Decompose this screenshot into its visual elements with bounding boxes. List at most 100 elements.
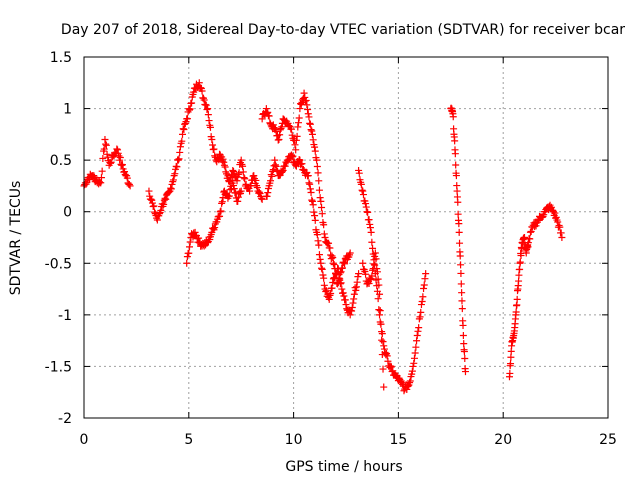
data-point xyxy=(455,220,463,228)
data-point xyxy=(457,280,465,288)
data-point xyxy=(325,295,333,303)
data-point xyxy=(118,161,126,169)
data-point xyxy=(289,152,297,160)
x-tick-label: 10 xyxy=(285,432,303,448)
data-point xyxy=(506,369,514,377)
data-point xyxy=(297,100,305,108)
data-point xyxy=(408,367,416,375)
data-point xyxy=(336,280,344,288)
data-point xyxy=(550,208,558,216)
data-point xyxy=(458,297,466,305)
data-point xyxy=(348,307,356,315)
data-point xyxy=(225,192,233,200)
data-point xyxy=(306,180,314,188)
data-point xyxy=(340,292,348,300)
data-point xyxy=(98,167,106,175)
data-point xyxy=(366,275,374,283)
data-point xyxy=(301,93,309,101)
data-point xyxy=(281,162,289,170)
data-point xyxy=(198,87,206,95)
data-point xyxy=(524,239,532,247)
data-point xyxy=(276,131,284,139)
data-point xyxy=(102,141,110,149)
data-point xyxy=(300,89,308,97)
data-point xyxy=(346,311,354,319)
data-point xyxy=(367,228,375,236)
data-point xyxy=(376,311,384,319)
data-point xyxy=(200,96,208,104)
data-point xyxy=(246,187,254,195)
data-point xyxy=(305,179,313,187)
data-point xyxy=(412,343,420,351)
data-point xyxy=(97,174,105,182)
chart-title: Day 207 of 2018, Sidereal Day-to-day VTE… xyxy=(61,22,625,38)
data-point xyxy=(413,337,421,345)
data-point xyxy=(547,203,555,211)
data-point xyxy=(526,235,534,243)
data-point xyxy=(226,186,234,194)
data-point xyxy=(221,163,229,171)
data-point xyxy=(229,177,237,185)
data-point xyxy=(185,243,193,251)
data-point xyxy=(167,185,175,193)
data-point xyxy=(176,148,184,156)
data-point xyxy=(531,223,539,231)
data-point xyxy=(353,278,361,286)
data-point xyxy=(409,362,417,370)
data-point xyxy=(352,286,360,294)
data-point xyxy=(264,108,272,116)
data-point xyxy=(272,162,280,170)
plot-border xyxy=(83,56,609,419)
x-axis-label: GPS time / hours xyxy=(285,459,402,475)
data-point xyxy=(380,345,388,353)
data-point xyxy=(366,224,374,232)
data-point xyxy=(276,126,284,134)
data-point xyxy=(114,146,122,154)
data-point xyxy=(315,186,323,194)
data-point xyxy=(370,260,378,268)
data-point xyxy=(346,249,354,257)
data-point xyxy=(451,137,459,145)
data-point xyxy=(328,252,336,260)
data-point xyxy=(362,203,370,211)
data-point xyxy=(461,355,469,363)
data-point xyxy=(292,136,300,144)
data-point xyxy=(188,99,196,107)
data-point xyxy=(457,269,465,277)
data-point xyxy=(321,234,329,241)
data-point xyxy=(271,156,279,164)
data-point xyxy=(318,203,326,211)
data-point xyxy=(556,223,564,231)
data-point xyxy=(320,274,328,282)
data-point xyxy=(338,285,346,293)
data-point xyxy=(307,126,315,134)
data-point xyxy=(375,306,383,314)
data-point xyxy=(296,105,304,113)
data-point xyxy=(316,255,324,263)
data-point xyxy=(359,259,367,267)
data-point xyxy=(191,228,199,236)
data-point xyxy=(275,136,283,144)
data-point xyxy=(526,228,534,236)
data-point xyxy=(380,342,388,350)
data-point xyxy=(267,177,275,185)
data-point xyxy=(554,218,562,226)
data-point xyxy=(293,132,301,140)
data-point xyxy=(311,147,319,155)
data-point xyxy=(252,176,260,184)
data-point xyxy=(171,170,179,178)
data-point xyxy=(235,169,243,177)
data-point xyxy=(169,176,177,184)
y-tick-label: -2 xyxy=(58,411,72,427)
data-point xyxy=(208,136,216,144)
data-point xyxy=(521,233,529,241)
data-point xyxy=(348,304,356,312)
data-point xyxy=(453,187,461,195)
data-point xyxy=(339,289,347,297)
data-point xyxy=(374,275,382,283)
data-point xyxy=(175,155,183,163)
data-point xyxy=(288,131,296,139)
data-point xyxy=(195,234,203,242)
data-point xyxy=(253,184,261,192)
data-point xyxy=(352,283,360,291)
